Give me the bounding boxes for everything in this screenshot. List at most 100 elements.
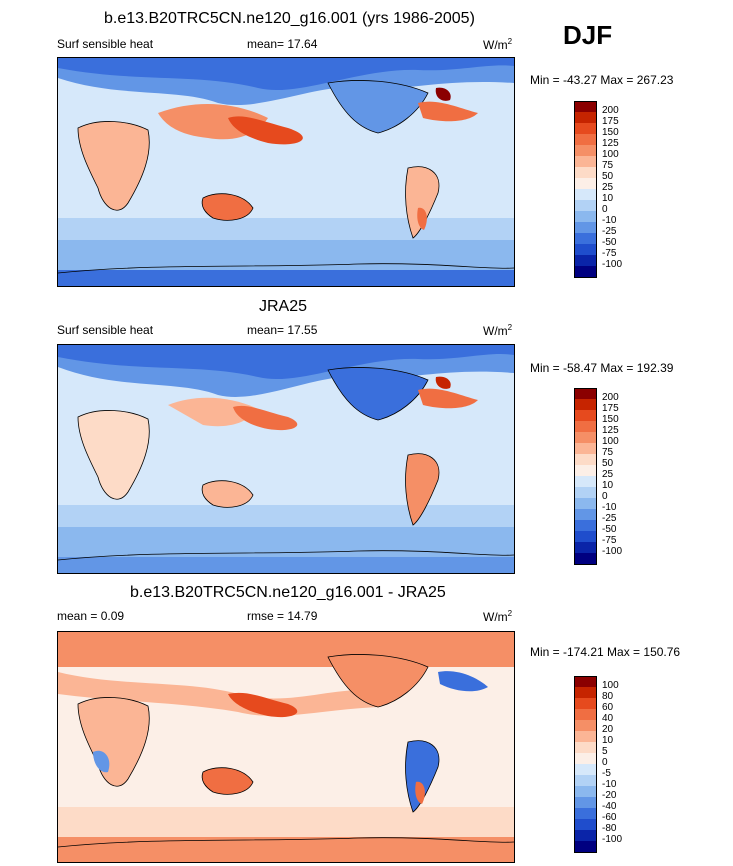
legend-swatch xyxy=(574,200,597,211)
legend-tick-label: 80 xyxy=(602,691,614,702)
legend-swatch xyxy=(574,189,597,200)
map-obs-svg xyxy=(58,345,514,573)
legend-tick-label: 100 xyxy=(602,149,619,160)
panel-1-units: W/m2 xyxy=(483,37,513,52)
legend-tick-label: 175 xyxy=(602,403,619,414)
legend-tick-label: -75 xyxy=(602,248,617,259)
legend-tick-label: 0 xyxy=(602,491,608,502)
legend-swatch xyxy=(574,553,597,565)
map-panel-model xyxy=(57,57,515,287)
legend-swatch xyxy=(574,410,597,421)
legend-tick-label: 200 xyxy=(602,392,619,403)
legend-swatch xyxy=(574,841,597,853)
legend-tick-label: 10 xyxy=(602,193,614,204)
legend-tick-label: 125 xyxy=(602,425,619,436)
legend-tick-label: 75 xyxy=(602,447,614,458)
legend-tick-label: -80 xyxy=(602,823,617,834)
legend-tick-label: 125 xyxy=(602,138,619,149)
legend-tick-label: 100 xyxy=(602,680,619,691)
legend-tick-label: 50 xyxy=(602,458,614,469)
legend-swatch xyxy=(574,775,597,786)
panel-3-units: W/m2 xyxy=(483,609,513,624)
legend-tick-label: 0 xyxy=(602,204,608,215)
legend-swatch xyxy=(574,233,597,244)
legend-tick-label: -25 xyxy=(602,226,617,237)
legend-swatch xyxy=(574,101,597,113)
legend-swatch xyxy=(574,145,597,156)
panel-2-left-label: Surf sensible heat xyxy=(57,323,154,337)
season-label: DJF xyxy=(563,20,613,50)
legend-tick-label: -40 xyxy=(602,801,617,812)
legend-swatch xyxy=(574,498,597,509)
legend-swatch xyxy=(574,731,597,742)
panel-1-minmax: Min = -43.27 Max = 267.23 xyxy=(530,73,674,87)
legend-tick-label: 25 xyxy=(602,469,614,480)
map-model-svg xyxy=(58,58,514,286)
legend-swatch xyxy=(574,432,597,443)
legend-swatch xyxy=(574,123,597,134)
legend-tick-label: 25 xyxy=(602,182,614,193)
legend-tick-label: 0 xyxy=(602,757,608,768)
panel-1-title: b.e13.B20TRC5CN.ne120_g16.001 (yrs 1986-… xyxy=(104,10,475,27)
legend-tick-label: 100 xyxy=(602,436,619,447)
legend-tick-label: -100 xyxy=(602,546,623,557)
panel-2-title: JRA25 xyxy=(259,298,308,315)
legend-swatch xyxy=(574,266,597,278)
legend-swatch xyxy=(574,531,597,542)
legend-tick-label: 5 xyxy=(602,746,608,757)
legend-model: 200 175 150 125 100 75 50 25 10 0 -10 -25 -50 -75 -100 xyxy=(574,101,634,281)
legend-swatch xyxy=(574,742,597,753)
legend-swatch xyxy=(574,808,597,819)
legend-tick-label: 20 xyxy=(602,724,614,735)
legend-swatch xyxy=(574,454,597,465)
legend-swatch xyxy=(574,156,597,167)
legend-tick-label: -60 xyxy=(602,812,617,823)
legend-swatch xyxy=(574,509,597,520)
legend-tick-label: -75 xyxy=(602,535,617,546)
legend-swatch xyxy=(574,112,597,123)
legend-swatch xyxy=(574,687,597,698)
legend-swatch xyxy=(574,178,597,189)
legend-tick-label: -10 xyxy=(602,779,617,790)
legend-swatch xyxy=(574,255,597,266)
legend-tick-label: 60 xyxy=(602,702,614,713)
panel-2-minmax: Min = -58.47 Max = 192.39 xyxy=(530,361,674,375)
legend-tick-label: -10 xyxy=(602,215,617,226)
panel-1-left-label: Surf sensible heat xyxy=(57,37,154,51)
legend-tick-label: 75 xyxy=(602,160,614,171)
legend-tick-label: 150 xyxy=(602,127,619,138)
legend-tick-label: -5 xyxy=(602,768,611,779)
panel-3-title: b.e13.B20TRC5CN.ne120_g16.001 - JRA25 xyxy=(130,584,446,601)
legend-swatch xyxy=(574,388,597,400)
map-panel-diff xyxy=(57,631,515,863)
legend-swatch xyxy=(574,786,597,797)
legend-swatch xyxy=(574,676,597,688)
legend-tick-label: -100 xyxy=(602,834,623,845)
legend-swatch xyxy=(574,487,597,498)
map-diff-svg xyxy=(58,632,514,862)
legend-swatch xyxy=(574,134,597,145)
panel-3-minmax: Min = -174.21 Max = 150.76 xyxy=(530,645,681,659)
legend-tick-label: -25 xyxy=(602,513,617,524)
legend-tick-label: 40 xyxy=(602,713,614,724)
map-panel-obs xyxy=(57,344,515,574)
legend-swatch xyxy=(574,222,597,233)
legend-tick-label: -20 xyxy=(602,790,617,801)
panel-1-mean-label: mean= 17.64 xyxy=(247,37,318,51)
legend-swatch xyxy=(574,465,597,476)
legend-swatch xyxy=(574,720,597,731)
legend-swatch xyxy=(574,476,597,487)
panel-2-mean-label: mean= 17.55 xyxy=(247,323,318,337)
legend-tick-label: 50 xyxy=(602,171,614,182)
legend-tick-label: -100 xyxy=(602,259,623,270)
legend-tick-label: 175 xyxy=(602,116,619,127)
legend-swatch xyxy=(574,698,597,709)
legend-tick-label: 10 xyxy=(602,480,614,491)
legend-obs: 200 175 150 125 100 75 50 25 10 0 -10 -25 -50 -75 -100 xyxy=(574,388,634,568)
panel-3-rmse-label: rmse = 14.79 xyxy=(247,609,318,623)
legend-swatch xyxy=(574,753,597,764)
panel-3-mean-label: mean = 0.09 xyxy=(57,609,125,623)
legend-tick-label: 150 xyxy=(602,414,619,425)
legend-swatch xyxy=(574,443,597,454)
legend-diff: 100 80 60 40 20 10 5 0 -5 -10 -20 -40 -60 -80 -100 xyxy=(574,676,634,856)
